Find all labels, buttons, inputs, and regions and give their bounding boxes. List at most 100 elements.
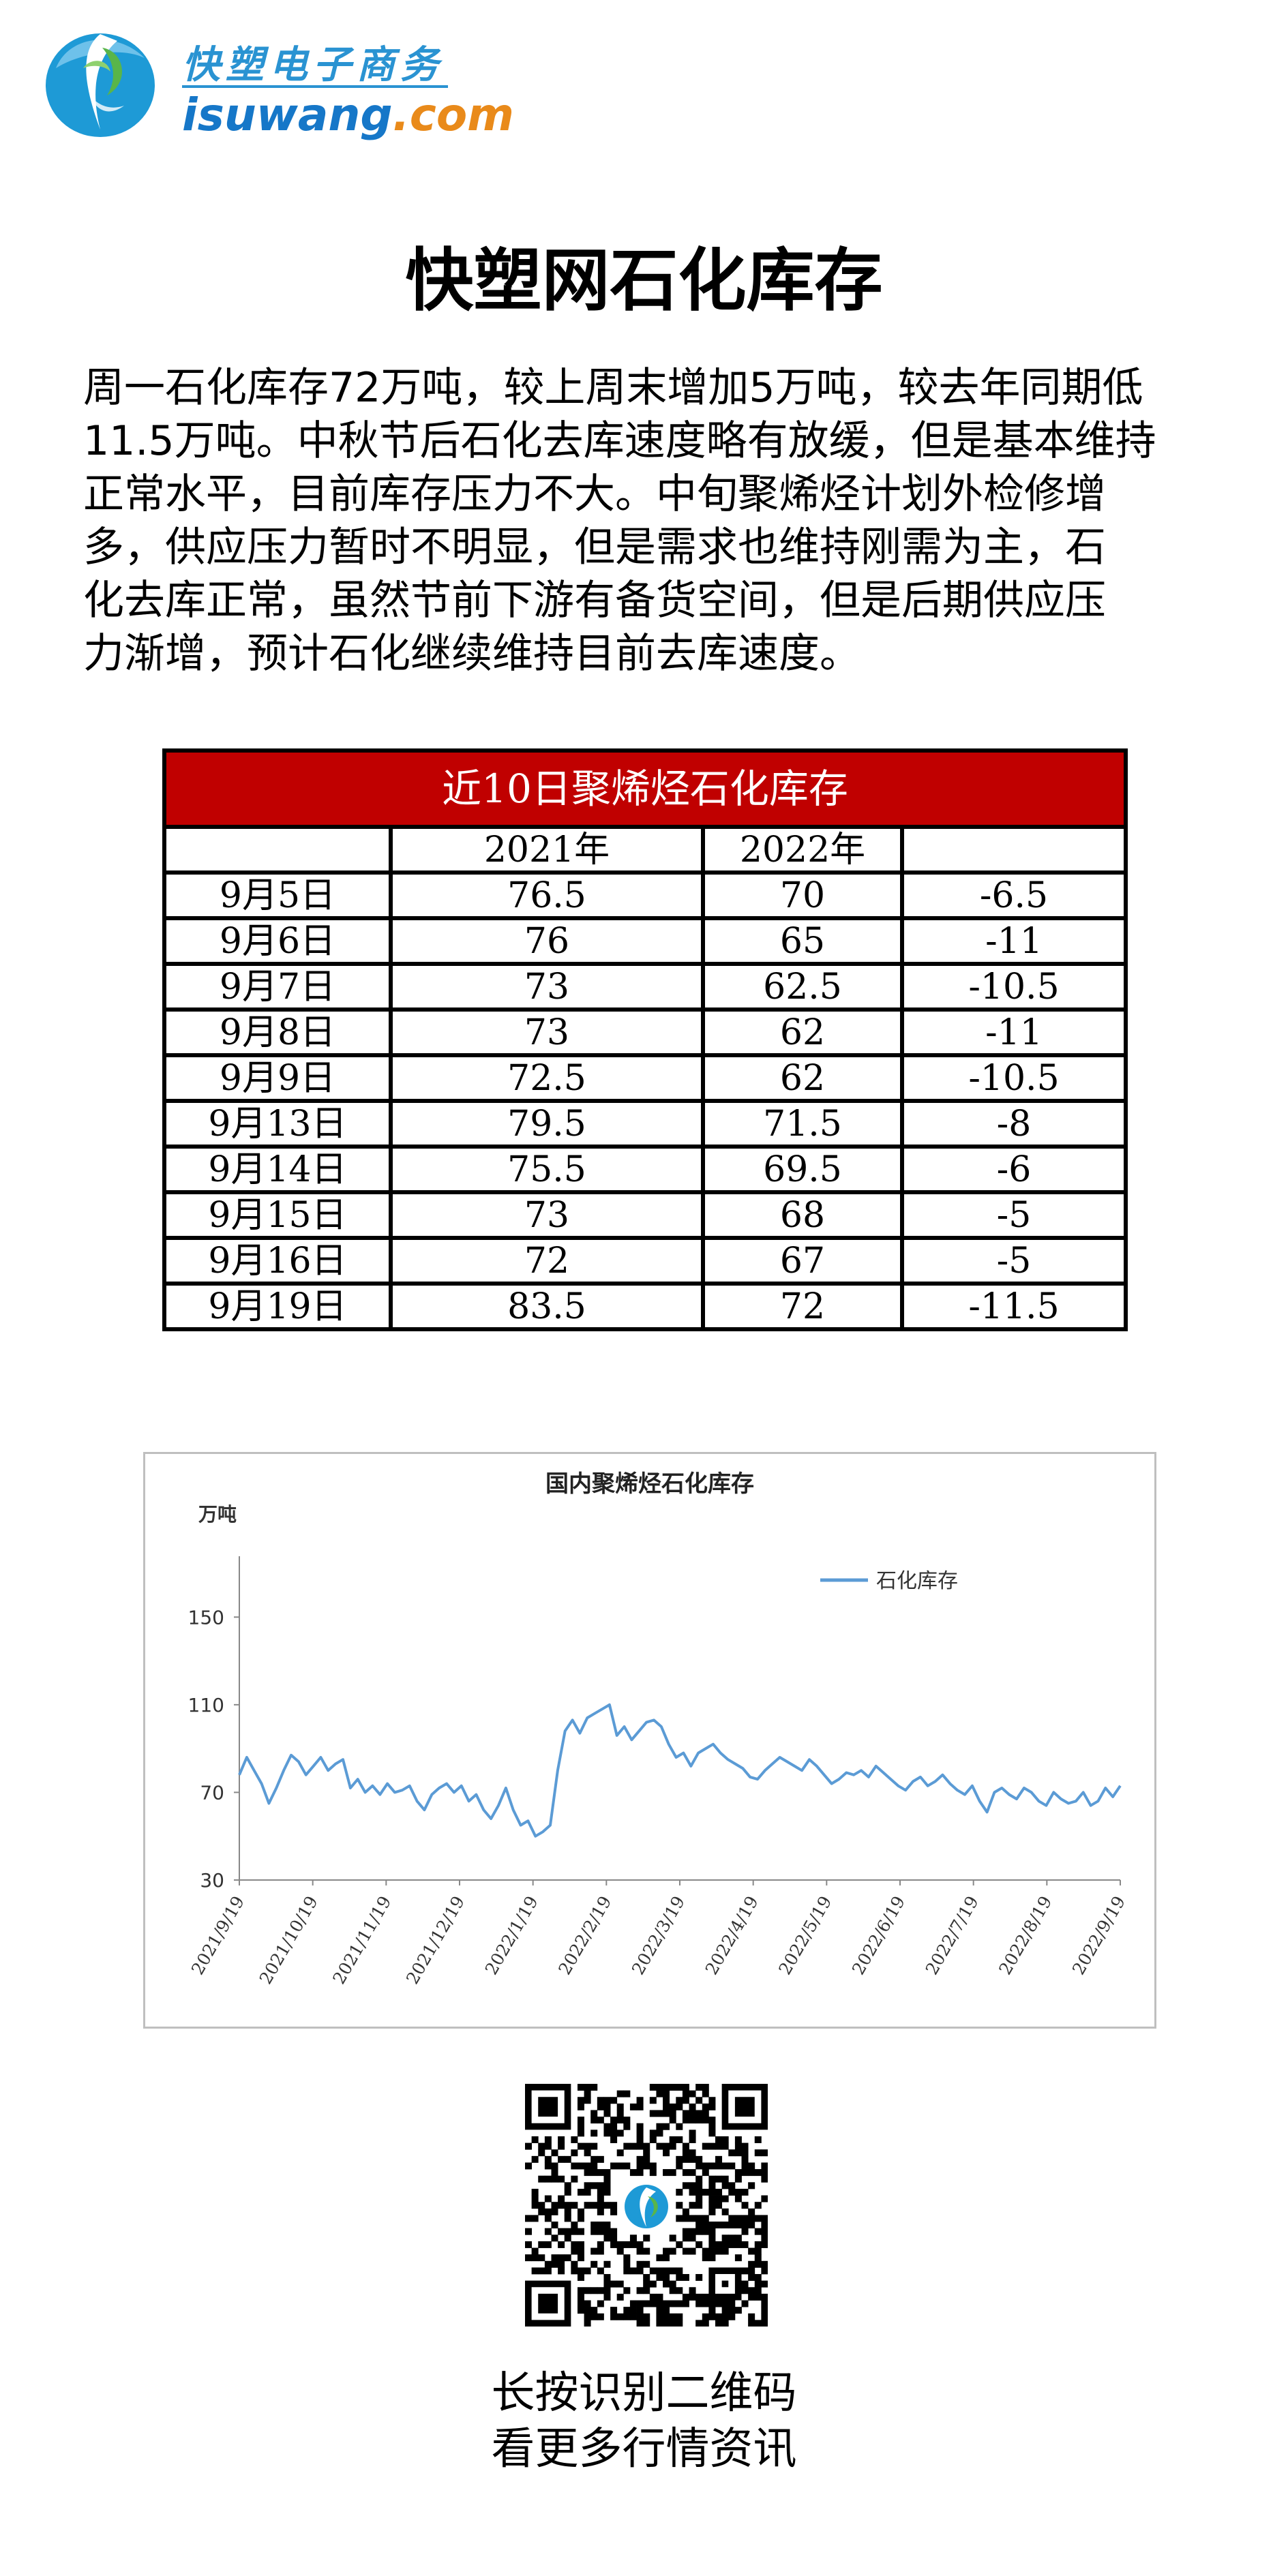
value-2021-cell: 76.5 [389,870,705,920]
series-line-0 [238,1703,1122,1838]
y-tick-label: 150 [188,1606,224,1628]
x-tick-label: 2022/5/19 [775,1893,835,1979]
table-row: 9月5日 76.5 70 -6.5 [162,870,1128,920]
table-row: 9月8日 73 62 -11 [162,1007,1128,1057]
value-2021-cell: 83.5 [389,1282,705,1331]
diff-cell: -11.5 [900,1282,1128,1331]
x-tick-label: 2021/11/19 [329,1893,395,1988]
value-2021-cell: 73 [389,962,705,1012]
brand-domain-main: isuwang [182,89,393,141]
summary-line: 周一石化库存72万吨，较上周末增加5万吨，较去年同期低 [83,364,1143,412]
x-tick-label: 2022/1/19 [481,1893,542,1979]
date-cell: 9月7日 [162,962,393,1012]
table-row: 9月19日 83.5 72 -11.5 [162,1282,1128,1331]
value-2021-cell: 72 [389,1236,705,1286]
date-cell: 9月13日 [162,1099,393,1149]
qr-code[interactable] [525,2084,768,2327]
diff-cell: -5 [900,1190,1128,1240]
brand-logo-icon [46,33,155,137]
table-body: 9月5日 76.5 70 -6.5 9月6日 76 65 -11 9月7日 73 62.5 -10.5… [162,870,1128,1331]
diff-cell: -10.5 [900,962,1128,1012]
value-2021-cell: 76 [389,916,705,966]
inventory-chart-svg: 国内聚烯烃石化库存 万吨 30 70 110 150 2021/9/19 2021/10/… [188,1470,1129,1988]
x-tick-label: 2022/9/19 [1068,1893,1129,1979]
table-caption: 近10日聚烯烃石化库存 [162,748,1128,829]
table-header-cell [900,825,1128,875]
value-2022-cell: 69.5 [701,1145,904,1194]
date-cell: 9月19日 [162,1282,393,1331]
qr-caption-line: 长按识别二维码 [491,2368,797,2419]
chart-title: 国内聚烯烃石化库存 [545,1470,754,1498]
x-tick-label: 2022/7/19 [922,1893,983,1979]
value-2022-cell: 70 [701,870,904,920]
diff-cell: -6.5 [900,870,1128,920]
date-cell: 9月9日 [162,1053,393,1103]
table-row: 9月16日 72 67 -5 [162,1236,1128,1286]
value-2022-cell: 62 [701,1053,904,1103]
x-tick-label: 2022/4/19 [702,1893,762,1979]
value-2022-cell: 67 [701,1236,904,1286]
page-title: 快塑网石化库存 [405,241,883,320]
x-tick-label: 2022/3/19 [628,1893,689,1979]
table-header-cell: 2021年 [389,825,705,875]
x-tick-label: 2021/10/19 [256,1893,322,1988]
summary-paragraph: 周一石化库存72万吨，较上周末增加5万吨，较去年同期低 11.5万吨。中秋节后石… [83,361,1229,680]
date-cell: 9月8日 [162,1007,393,1057]
x-tick-label: 2021/12/19 [402,1893,468,1988]
diff-cell: -8 [900,1099,1128,1149]
inventory-table: 近10日聚烯烃石化库存 2021年 2022年 9月5日 76.5 70 -6.5 9月… [162,748,1128,1331]
table-header-row: 2021年 2022年 [162,825,1128,875]
x-tick-label: 2022/2/19 [554,1893,615,1979]
brand-domain-suffix: .com [392,89,514,141]
diff-cell: -10.5 [900,1053,1128,1103]
diff-cell: -11 [900,916,1128,966]
summary-line: 多，供应压力暂时不明显，但是需求也维持刚需为主，石 [83,524,1106,571]
qr-caption: 长按识别二维码 看更多行情资讯 [0,2365,1288,2477]
value-2021-cell: 73 [389,1190,705,1240]
date-cell: 9月16日 [162,1236,393,1286]
value-2022-cell: 71.5 [701,1099,904,1149]
table-row: 9月6日 76 65 -11 [162,916,1128,966]
diff-cell: -6 [900,1145,1128,1194]
table-row: 9月15日 73 68 -5 [162,1190,1128,1240]
date-cell: 9月6日 [162,916,393,966]
value-2022-cell: 62.5 [701,962,904,1012]
value-2021-cell: 75.5 [389,1145,705,1194]
chart-series-group [238,1703,1122,1838]
inventory-chart: 国内聚烯烃石化库存 万吨 30 70 110 150 2021/9/19 2021/10/… [143,1452,1156,2029]
legend-label: 石化库存 [876,1569,958,1593]
y-tick-label: 110 [188,1694,224,1716]
table-header-cell: 2022年 [701,825,904,875]
table-header-cell [162,825,393,875]
x-tick-label: 2022/8/19 [995,1893,1055,1979]
value-2022-cell: 65 [701,916,904,966]
date-cell: 9月15日 [162,1190,393,1240]
brand-name-cn: 快塑电子商务 [182,43,444,87]
y-tick-label: 30 [200,1869,224,1892]
chart-legend: 石化库存 [820,1569,958,1593]
value-2022-cell: 72 [701,1282,904,1331]
diff-cell: -5 [900,1236,1128,1286]
diff-cell: -11 [900,1007,1128,1057]
x-tick-label: 2021/9/19 [188,1893,248,1979]
value-2021-cell: 79.5 [389,1099,705,1149]
brand-logo: 快塑电子商务 isuwang.com [42,20,514,143]
table-row: 9月9日 72.5 62 -10.5 [162,1053,1128,1103]
y-tick-label: 70 [200,1781,224,1804]
brand-divider [182,85,448,88]
value-2022-cell: 68 [701,1190,904,1240]
x-tick-label: 2022/6/19 [848,1893,909,1979]
table-row: 9月7日 73 62.5 -10.5 [162,962,1128,1012]
summary-line: 力渐增，预计石化继续维持目前去库速度。 [83,630,860,678]
table-row: 9月14日 75.5 69.5 -6 [162,1145,1128,1194]
value-2021-cell: 73 [389,1007,705,1057]
value-2022-cell: 62 [701,1007,904,1057]
summary-line: 正常水平，目前库存压力不大。中旬聚烯烃计划外检修增 [83,470,1106,518]
table-caption-row: 近10日聚烯烃石化库存 [162,748,1128,829]
date-cell: 9月5日 [162,870,393,920]
qr-logo-icon [625,2185,668,2228]
summary-line: 11.5万吨。中秋节后石化去库速度略有放缓，但是基本维持 [83,417,1156,465]
value-2021-cell: 72.5 [389,1053,705,1103]
chart-ylabel: 万吨 [198,1503,237,1526]
